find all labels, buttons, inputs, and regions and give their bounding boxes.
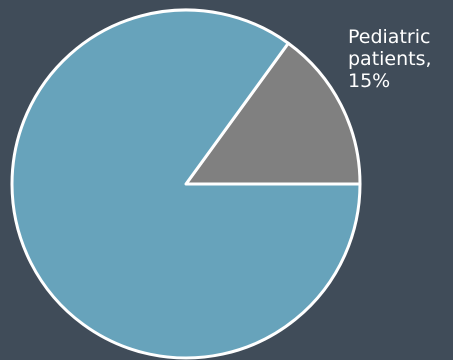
pie-slice-pediatric-patients (184, 41, 362, 186)
data-label-line-2: patients, (348, 48, 432, 70)
pie-slice-other (10, 8, 362, 360)
data-label-line-3: 15% (348, 70, 391, 92)
data-label-line-1: Pediatric (348, 26, 431, 48)
data-label-pediatric: Pediatric patients, 15% (348, 26, 453, 92)
